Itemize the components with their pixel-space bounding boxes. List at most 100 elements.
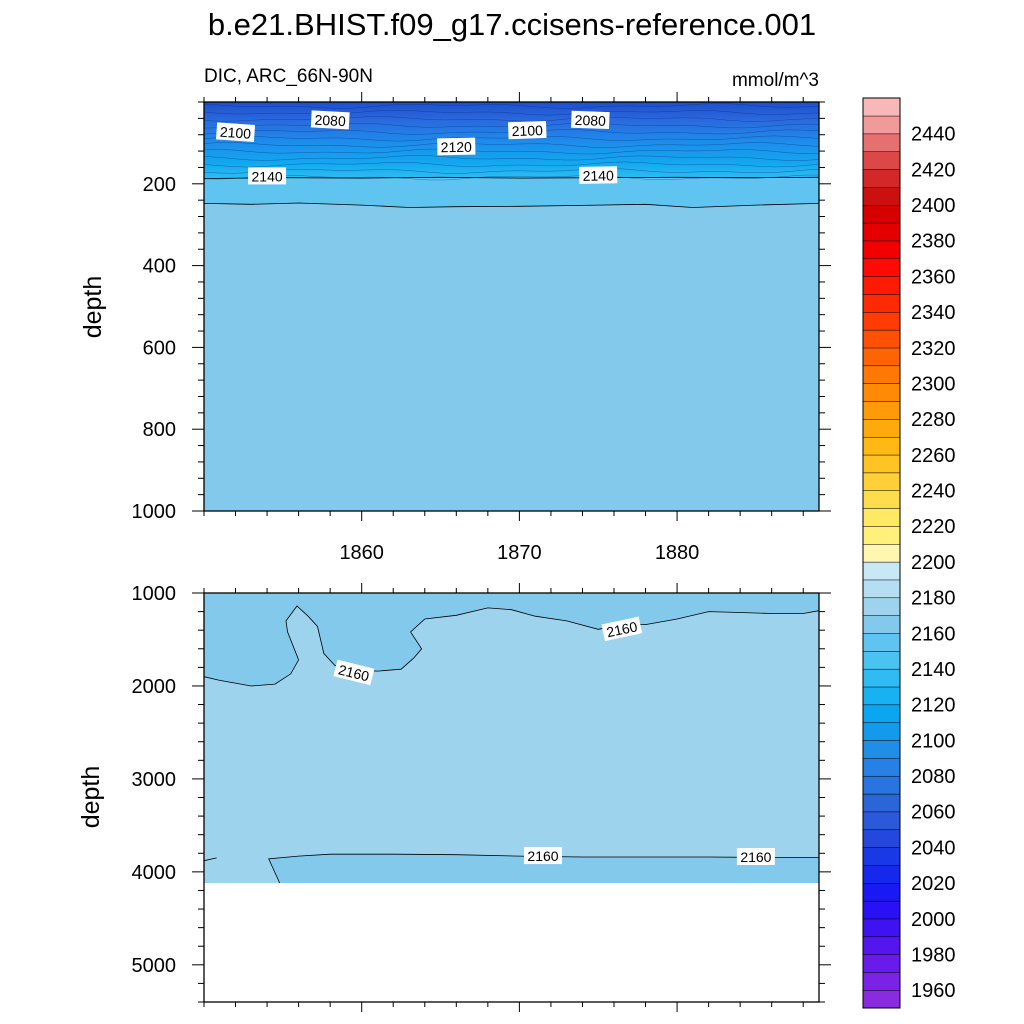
colorbar-tick-label: 2080 [911,766,956,788]
colorbar-tick-label: 1960 [911,980,956,1002]
colorbar-box [862,115,901,135]
colorbar-box [862,508,901,527]
colorbar-tick-label: 2300 [911,374,956,396]
colorbar-tick-label: 2380 [911,231,956,253]
lower-y-tick-label: 3000 [132,769,177,791]
colorbar-box [862,525,901,545]
contour-line-2160-0 [203,605,820,687]
colorbar-tick-label: 2220 [911,516,956,538]
upper-contour-labels: 2100 2080 2100 2080 2120 2140 2140 [215,110,618,185]
colorbar-tick-label: 2020 [911,873,956,895]
lower-contour-lines [203,605,820,884]
colorbar-box [862,169,901,188]
contour-label-box [333,659,375,686]
isoline-1 [203,109,820,116]
colorbar-box [862,472,901,491]
colorbar-box [862,365,901,384]
contour-label-text: 2080 [314,112,346,130]
colorbar-box [862,829,901,848]
contour-label-box [310,110,350,130]
colorbar-tick-label: 1980 [911,945,956,967]
colorbar-tick-labels: 1960 1980 2000 2020 2040 2060 2080 2100 2120 2140… [911,124,956,1003]
colorbar-tick-label: 2260 [911,445,956,467]
contour-label-2100: 2100 [507,120,547,140]
contour-label-2160: 2160 [736,848,775,865]
colorbar-box [862,240,901,260]
colorbar-box [862,597,901,616]
colorbar-box [862,740,901,759]
colorbar-tick-label: 2100 [911,730,956,752]
colorbar-box [862,186,901,206]
colorbar-boxes [862,97,901,1009]
contour-line-2160-2 [268,853,819,884]
colorbar-box [862,615,901,634]
contour-label-text: 2140 [252,168,283,184]
colorbar-tick-label: 2160 [911,623,956,645]
lower-y-tick-label: 1000 [132,583,177,605]
lower-y-tick-label: 2000 [132,676,177,698]
colorbar-box [862,561,901,581]
lower-fill-bands [204,593,820,884]
isoline-10 [203,168,820,174]
colorbar-box [862,722,901,741]
contour-label-box [579,166,618,184]
colorbar-box [862,686,901,706]
contour-label-2120: 2120 [437,137,476,156]
lower-y-tick-label: 5000 [132,955,177,977]
isoline-11 [203,174,820,181]
colorbar-box [862,97,901,117]
colorbar-tick-label: 2120 [911,695,956,717]
colorbar-box [862,882,901,902]
contour-label-text: 2080 [574,112,606,129]
isoline-8 [203,155,820,161]
colorbar-box [862,490,901,509]
colorbar-box [862,579,901,599]
contour-label-text: 2100 [219,124,251,142]
colorbar-box [862,757,901,777]
colorbar-box [862,311,901,331]
colorbar-tick-label: 2340 [911,302,956,324]
colorbar-box [862,811,901,831]
colorbar-tick-label: 2360 [911,266,956,288]
contour-label-box [571,110,610,130]
fill-2160-2170 [204,593,819,883]
lower-axis-ticks: 1000 2000 3000 4000 5000 [132,583,831,1012]
colorbar-box [862,347,901,367]
colorbar-box [862,847,901,866]
contour-label-2160: 2160 [333,659,375,686]
colorbar-box [862,936,901,955]
colorbar-tick-label: 2320 [911,338,956,360]
isoline-9 [203,161,820,168]
contour-label-2080: 2080 [571,110,610,130]
colorbar-box [862,401,901,420]
contour-label-box [248,167,287,185]
upper-x-tick-label: 1870 [497,542,542,564]
contour-label-text: 2160 [605,618,639,640]
panel-subtitle-units: mmol/m^3 [732,70,819,91]
colorbar-box [862,133,901,152]
contour-label-box [736,848,775,865]
lower-panel: 2160 2160 2160 2160 1000 2000 3000 4000 5000 de… [77,583,831,1012]
panel-subtitle-left: DIC, ARC_66N-90N [204,66,373,87]
isoline-6 [203,142,820,148]
fill-upper-gradient [204,102,819,179]
lower-y-tick-label: 4000 [132,862,177,884]
contour-label-text: 2160 [527,848,558,864]
colorbar-tick-label: 2400 [911,195,956,217]
colorbar-tick-label: 2280 [911,409,956,431]
colorbar-tick-label: 2440 [911,124,956,146]
colorbar-tick-label: 2180 [911,588,956,610]
contour-label-box [524,847,562,865]
contour-label-2140: 2140 [579,166,618,184]
colorbar-box [862,454,901,474]
colorbar-box [862,222,901,242]
contour-label-box [437,137,476,156]
upper-plot-frame [203,101,820,512]
colorbar-box [862,918,901,938]
lower-contour-labels: 2160 2160 2160 2160 [333,616,775,865]
figure-title: b.e21.BHIST.f09_g17.ccisens-reference.00… [208,7,816,42]
colorbar-box [862,704,901,723]
upper-y-tick-label: 1000 [132,501,177,523]
colorbar-box [862,793,901,813]
